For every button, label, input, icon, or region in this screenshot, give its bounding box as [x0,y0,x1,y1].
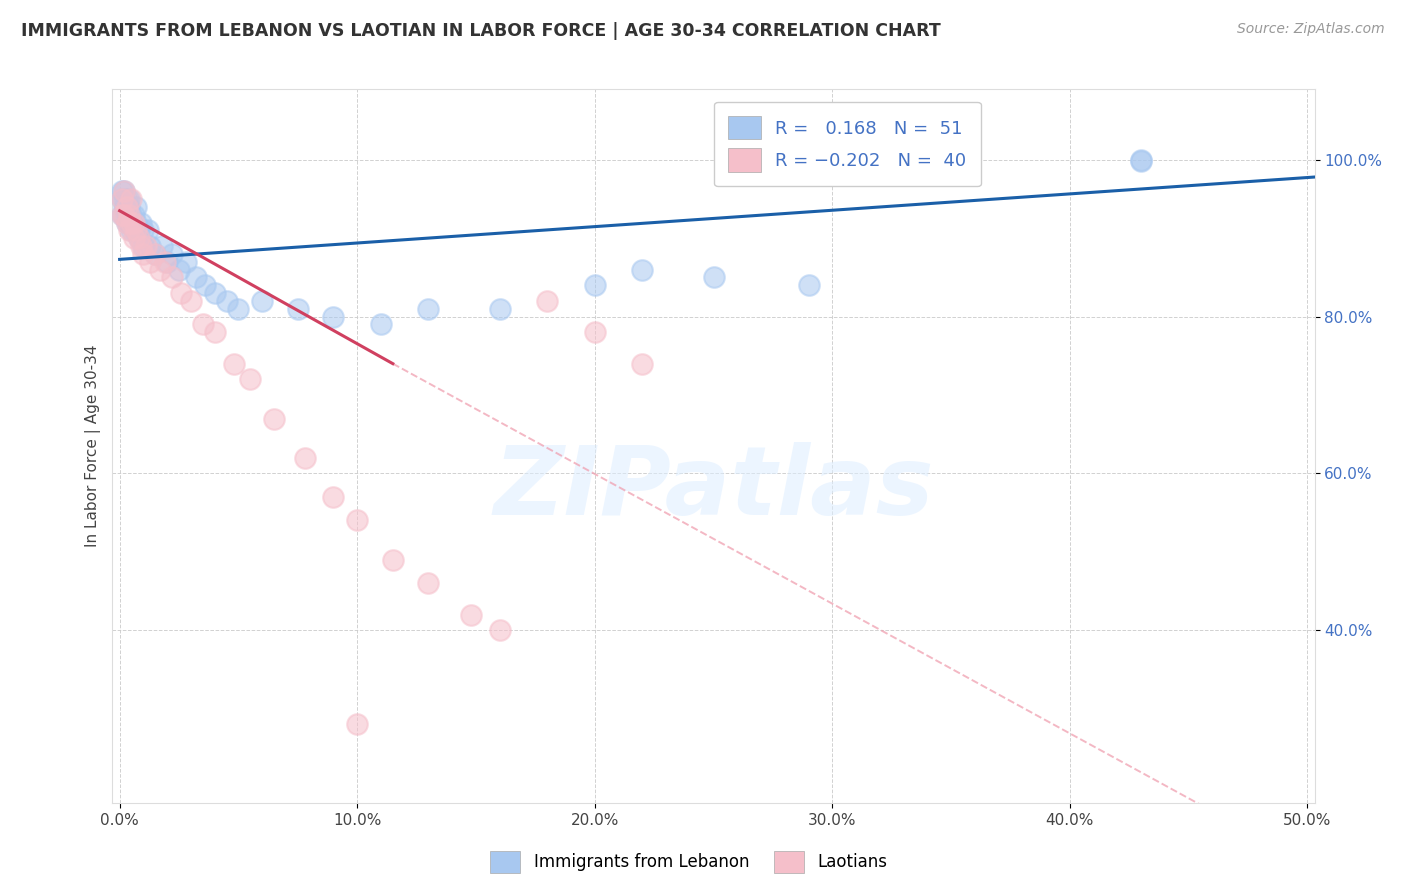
Point [149,262,172,277]
Point [631,262,654,277]
Point [135,239,157,253]
Point [122,208,145,222]
Point [322,490,344,504]
Point [631,357,654,371]
Point [150,239,173,253]
Point [174,254,197,268]
Point [381,552,404,566]
Point [160,270,183,285]
Point [121,192,143,206]
Point [184,270,207,285]
Point [153,254,176,268]
Point [122,215,145,229]
Point [204,286,226,301]
Point [118,192,141,206]
Point [112,200,135,214]
Legend: Immigrants from Lebanon, Laotians: Immigrants from Lebanon, Laotians [484,845,894,880]
Point [143,247,166,261]
Point [136,223,159,237]
Point [170,286,193,301]
Point [250,293,273,308]
Point [346,514,368,528]
Point [125,223,148,237]
Point [111,208,134,222]
Point [112,208,135,222]
Point [118,208,141,222]
Point [418,301,440,316]
Point [132,223,155,237]
Point [536,293,558,308]
Point [125,200,148,214]
Point [460,607,482,622]
Point [215,293,238,308]
Point [112,192,135,206]
Point [160,247,183,261]
Point [121,223,143,237]
Point [488,301,510,316]
Point [583,326,606,340]
Point [228,301,250,316]
Point [121,208,143,222]
Point [121,215,143,229]
Point [118,223,141,237]
Point [702,270,725,285]
Point [111,208,134,222]
Point [1130,153,1153,167]
Point [128,231,150,245]
Point [132,239,155,253]
Point [112,208,135,222]
Point [111,192,134,206]
Point [263,411,285,425]
Point [488,624,510,638]
Point [194,278,217,293]
Point [122,223,145,237]
Point [115,215,138,229]
Point [115,200,138,214]
Point [118,200,141,214]
Point [128,223,150,237]
Point [112,184,135,198]
Point [112,184,135,198]
Point [287,301,309,316]
Y-axis label: In Labor Force | Age 30-34: In Labor Force | Age 30-34 [86,344,101,548]
Point [129,239,152,253]
Point [111,192,134,206]
Point [128,231,150,245]
Text: Source: ZipAtlas.com: Source: ZipAtlas.com [1237,22,1385,37]
Point [370,318,392,332]
Point [143,247,166,261]
Point [118,215,141,229]
Point [111,184,134,198]
Point [139,254,162,268]
Point [204,326,226,340]
Point [121,215,143,229]
Point [294,450,316,465]
Point [115,208,138,222]
Point [346,717,368,731]
Text: IMMIGRANTS FROM LEBANON VS LAOTIAN IN LABOR FORCE | AGE 30-34 CORRELATION CHART: IMMIGRANTS FROM LEBANON VS LAOTIAN IN LA… [21,22,941,40]
Point [222,357,245,371]
Point [797,278,820,293]
Point [115,200,138,214]
Point [115,192,138,206]
Point [167,262,190,277]
Point [139,239,162,253]
Point [322,310,344,324]
Point [239,372,262,386]
Text: ZIPatlas: ZIPatlas [494,442,934,535]
Point [191,318,214,332]
Point [583,278,606,293]
Point [129,215,152,229]
Point [122,231,145,245]
Point [115,215,138,229]
Point [156,254,179,268]
Point [132,247,155,261]
Point [180,293,202,308]
Point [1130,153,1153,168]
Point [418,576,440,591]
Legend: R =   0.168   N =  51, R = −0.202   N =  40: R = 0.168 N = 51, R = −0.202 N = 40 [714,102,981,186]
Point [125,215,148,229]
